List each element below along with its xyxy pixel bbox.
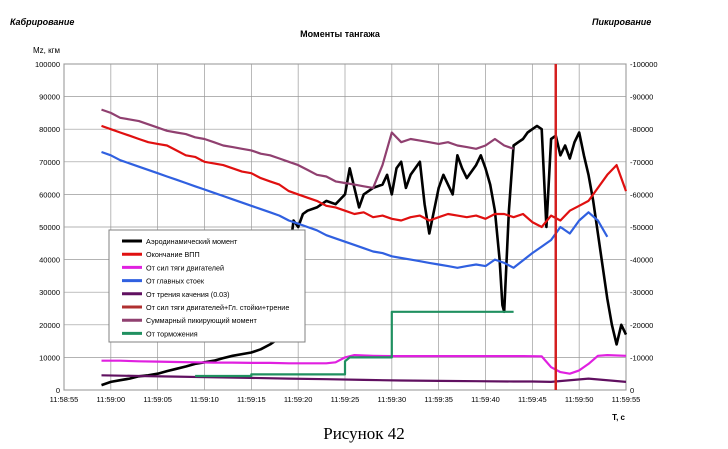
y-tick-label: 60000 — [39, 190, 60, 199]
legend: Аэродинамический момент Окончание ВПП От с… — [108, 229, 306, 343]
legend-label: Суммарный пикирующий момент — [146, 316, 257, 325]
series-layer — [101, 108, 628, 387]
x-tick-label: 11:59:10 — [190, 395, 219, 404]
series-line — [101, 150, 609, 269]
chart-title: Моменты тангажа — [300, 29, 381, 39]
y2-tick-label: 0 — [630, 386, 634, 395]
x-tick-label: 11:59:50 — [565, 395, 594, 404]
y-tick-label: 100000 — [35, 60, 60, 69]
y2-tick-label: -50000 — [630, 223, 653, 232]
series-line — [101, 124, 628, 229]
left-corner-label: Кабрирование — [10, 17, 74, 27]
x-tick-labels: 11:58:55 11:59:00 11:59:05 11:59:10 11:59:15… — [50, 395, 641, 404]
y2-tick-label: -40000 — [630, 256, 653, 265]
pitch-moments-chart: 0 10000 20000 30000 40000 50000 60000 70000 8000… — [10, 17, 658, 422]
x-tick-label: 11:59:35 — [424, 395, 453, 404]
y-tick-label: 30000 — [39, 288, 60, 297]
x-tick-label: 11:59:30 — [378, 395, 407, 404]
x-tick-label: 11:59:15 — [237, 395, 266, 404]
legend-label: Окончание ВПП — [146, 250, 200, 259]
legend-label: Аэродинамический момент — [146, 237, 238, 246]
series-line — [101, 354, 627, 375]
y2-tick-label: -60000 — [630, 190, 653, 199]
y2-tick-label: -70000 — [630, 158, 653, 167]
legend-label: От торможения — [146, 329, 198, 338]
y2-tick-label: -30000 — [630, 288, 653, 297]
y2-tick-label: -100000 — [630, 60, 658, 69]
x-tick-label: 11:59:25 — [331, 395, 360, 404]
grid-lines — [63, 63, 627, 391]
x-tick-label: 11:59:55 — [612, 395, 641, 404]
x-tick-label: 11:58:55 — [50, 395, 79, 404]
y-tick-labels: 0 10000 20000 30000 40000 50000 60000 70000 8000… — [35, 60, 60, 395]
y2-tick-label: -10000 — [630, 353, 653, 362]
y-tick-label: 0 — [56, 386, 60, 395]
figure-caption: Рисунок 42 — [323, 424, 405, 443]
series-line — [101, 108, 514, 189]
legend-box — [108, 229, 306, 343]
legend-label: От сил тяги двигателей — [146, 263, 224, 272]
y2-tick-label: -20000 — [630, 321, 653, 330]
legend-label: От главных стоек — [146, 277, 205, 286]
y2-tick-labels: 0 -10000 -20000 -30000 -40000 -50000 -60000 -70… — [630, 60, 658, 395]
x-axis-label: T, c — [612, 413, 625, 422]
y2-tick-label: -80000 — [630, 125, 653, 134]
y2-tick-label: -90000 — [630, 93, 653, 102]
y-axis-label: Mz, кгм — [33, 46, 60, 55]
y-tick-label: 20000 — [39, 321, 60, 330]
y-tick-label: 80000 — [39, 125, 60, 134]
legend-label: От сил тяги двигателей+Гл. стойки+трение — [146, 303, 289, 312]
series-line — [101, 124, 628, 387]
y-tick-label: 10000 — [39, 353, 60, 362]
right-corner-label: Пикирование — [592, 17, 651, 27]
legend-label: От трения качения (0.03) — [146, 290, 230, 299]
x-tick-label: 11:59:20 — [284, 395, 313, 404]
series-line — [195, 310, 514, 378]
legend-items: Аэродинамический момент Окончание ВПП От с… — [122, 237, 289, 338]
y-tick-label: 40000 — [39, 256, 60, 265]
x-tick-label: 11:59:45 — [518, 395, 547, 404]
x-tick-label: 11:59:05 — [143, 395, 172, 404]
x-tick-label: 11:59:40 — [471, 395, 500, 404]
y-tick-label: 90000 — [39, 93, 60, 102]
x-tick-label: 11:59:00 — [97, 395, 126, 404]
y-tick-label: 70000 — [39, 158, 60, 167]
y-tick-label: 50000 — [39, 223, 60, 232]
